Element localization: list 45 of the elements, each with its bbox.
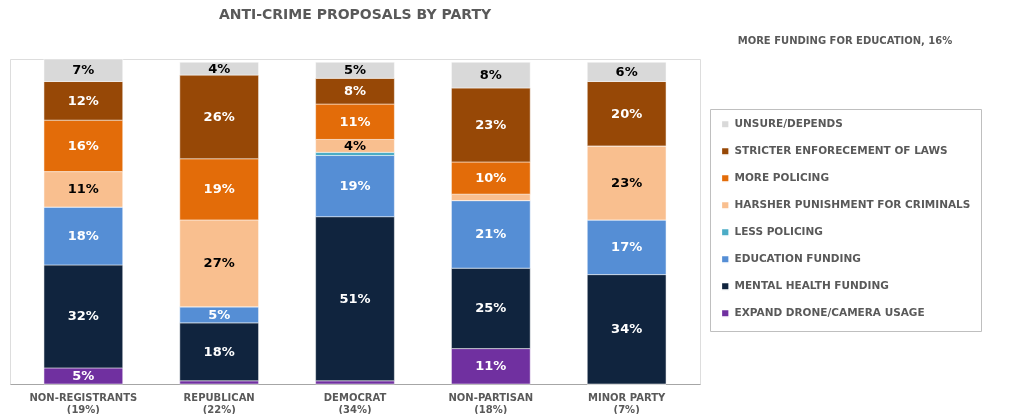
legend-label: MORE POLICING bbox=[734, 171, 830, 184]
x-tick-label: DEMOCRAT (34%) bbox=[323, 391, 387, 414]
data-label: 6% bbox=[615, 63, 638, 79]
data-label: 25% bbox=[475, 300, 507, 316]
data-label: 26% bbox=[203, 108, 235, 124]
legend-label: STRICTER ENFORECEMENT OF LAWS bbox=[734, 144, 948, 157]
data-label: 16% bbox=[67, 137, 99, 153]
data-label: 8% bbox=[479, 67, 502, 83]
legend-label: LESS POLICING bbox=[734, 225, 823, 238]
legend-label: MENTAL HEALTH FUNDING bbox=[734, 279, 889, 292]
x-tick-label: REPUBLICAN (22%) bbox=[183, 391, 255, 414]
data-label: 5% bbox=[343, 62, 367, 78]
data-label: 18% bbox=[67, 227, 99, 243]
data-label: 34% bbox=[611, 321, 643, 337]
data-label: 17% bbox=[611, 239, 643, 255]
data-label: 21% bbox=[475, 226, 507, 242]
chart-title: ANTI-CRIME PROPOSALS BY PARTY bbox=[218, 6, 492, 22]
data-label: 11% bbox=[339, 113, 371, 129]
legend-label: UNSURE/DEPENDS bbox=[734, 117, 843, 130]
data-label: 11% bbox=[67, 181, 99, 197]
data-label: 12% bbox=[67, 92, 99, 108]
data-label: 23% bbox=[611, 174, 643, 190]
data-label: 7% bbox=[72, 62, 95, 78]
data-label: 19% bbox=[203, 181, 235, 197]
data-label: 27% bbox=[203, 255, 235, 271]
x-tick-label: MINOR PARTY (7%) bbox=[588, 391, 667, 414]
data-label: 32% bbox=[67, 308, 99, 324]
x-tick-label: NON-PARTISAN (18%) bbox=[448, 391, 534, 414]
data-label: 19% bbox=[339, 178, 371, 194]
text: MORE FUNDING FOR EDUCATION, 16% bbox=[737, 35, 953, 46]
data-label: 23% bbox=[475, 116, 507, 132]
data-label: 20% bbox=[611, 105, 643, 121]
data-label: 8% bbox=[343, 83, 367, 99]
data-label: 51% bbox=[339, 290, 371, 306]
data-label: 4% bbox=[208, 60, 231, 76]
legend-label: EDUCATION FUNDING bbox=[734, 252, 861, 265]
data-label: 4% bbox=[343, 137, 367, 153]
data-label: 11% bbox=[475, 358, 507, 374]
data-label: 18% bbox=[203, 343, 235, 359]
legend-label: EXPAND DRONE/CAMERA USAGE bbox=[734, 306, 925, 319]
x-tick-label: NON-REGISTRANTS (19%) bbox=[29, 391, 138, 414]
data-label: 5% bbox=[72, 367, 95, 383]
legend-label: HARSHER PUNISHMENT FOR CRIMINALS bbox=[734, 198, 971, 211]
data-label: 10% bbox=[475, 170, 507, 186]
data-label: 5% bbox=[208, 306, 231, 322]
